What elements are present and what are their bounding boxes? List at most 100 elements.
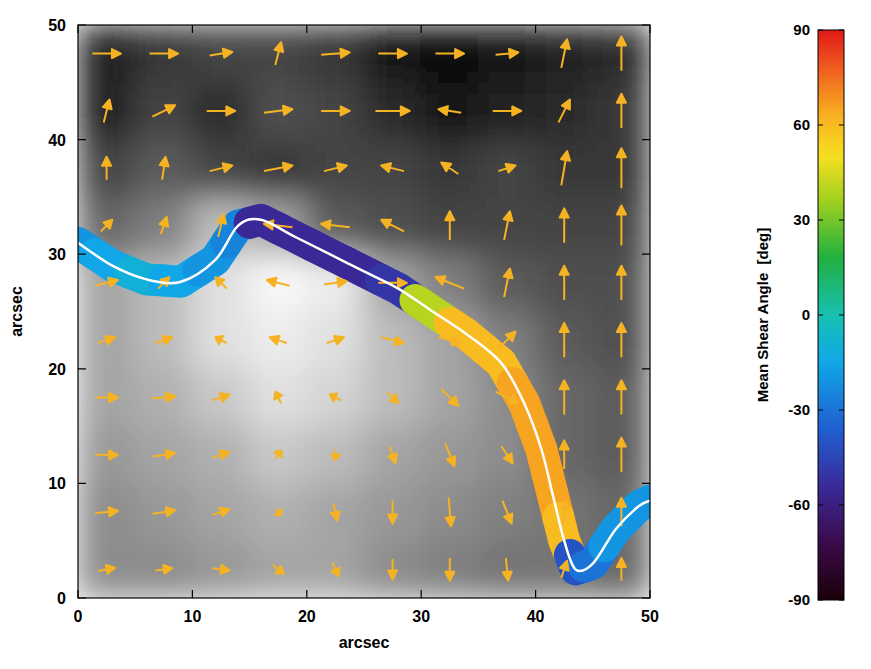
vector-arrow: [327, 336, 344, 345]
magnetogram-cell: [78, 426, 136, 484]
vector-arrow: [496, 49, 519, 58]
vector-arrow: [560, 501, 569, 524]
vector-arrow: [617, 37, 626, 71]
vector-arrow: [215, 336, 226, 344]
vector-arrow: [330, 393, 341, 401]
magnetogram-cell: [592, 311, 650, 369]
vector-arrow: [212, 451, 229, 460]
colorbar-tick-label: 90: [793, 21, 810, 38]
y-tick: [78, 24, 650, 25]
magnetogram-cell: [78, 311, 136, 369]
magnetogram-cell: [306, 426, 364, 484]
vector-arrow: [504, 269, 513, 298]
colorbar-tick: [818, 315, 844, 316]
magnetogram-cell: [78, 540, 136, 598]
vector-arrow: [331, 563, 339, 577]
vector-arrow: [617, 94, 626, 128]
vector-arrow: [215, 277, 226, 289]
magnetogram-cell: [364, 25, 422, 83]
vector-arrow: [160, 157, 169, 180]
vector-arrow: [560, 561, 569, 578]
magnetogram-cell: [135, 311, 193, 369]
colorbar-tick-label: -60: [788, 496, 810, 513]
magnetogram-cell: [364, 368, 422, 426]
y-tick-label: 50: [48, 17, 66, 34]
colorbar-tick: [818, 125, 844, 126]
magnetogram-cell: [478, 540, 536, 598]
magnetogram-cell: [192, 368, 250, 426]
vector-arrow: [155, 565, 172, 574]
y-tick-label: 40: [48, 132, 66, 149]
magnetogram-cell: [535, 139, 593, 197]
vector-arrow: [321, 106, 350, 115]
vector-arrow: [446, 498, 455, 527]
colorbar-tick-label: -30: [788, 401, 810, 418]
plot-area: [78, 25, 650, 598]
vector-arrow: [504, 211, 513, 240]
colorbar-tick-label: 60: [793, 116, 810, 133]
vector-arrow: [445, 443, 455, 466]
vector-arrow: [617, 148, 626, 188]
vector-arrow: [388, 501, 397, 524]
magnetogram-cell: [78, 139, 136, 197]
vector-arrow: [560, 208, 569, 242]
magnetogram-cell: [421, 82, 479, 140]
magnetogram-cell: [135, 426, 193, 484]
colorbar-tick: [818, 600, 844, 601]
vector-arrow: [152, 507, 175, 516]
magnetogram-cell: [592, 196, 650, 254]
magnetogram-cell: [192, 25, 250, 83]
vector-arrow: [436, 49, 465, 58]
magnetogram-cell: [249, 311, 307, 369]
magnetogram-cell: [535, 25, 593, 83]
magnetogram-cell: [306, 311, 364, 369]
x-tick: [535, 25, 536, 598]
magnetogram-cell: [592, 139, 650, 197]
vector-arrow: [324, 163, 347, 172]
vector-arrow: [381, 163, 404, 172]
vector-arrow: [438, 106, 461, 115]
vector-arrow: [502, 501, 512, 524]
magnetogram-cell: [306, 483, 364, 541]
vector-arrow: [274, 392, 282, 404]
magnetogram-cell: [478, 483, 536, 541]
magnetogram-cell: [78, 368, 136, 426]
magnetogram-cell: [78, 25, 136, 83]
magnetogram-cell: [78, 483, 136, 541]
vector-arrow: [560, 323, 569, 357]
x-tick: [77, 25, 78, 598]
y-tick: [78, 368, 650, 369]
magnetogram-cell: [421, 426, 479, 484]
vector-arrow: [375, 106, 409, 115]
magnetogram: [78, 25, 650, 598]
vector-arrow: [207, 106, 236, 115]
magnetogram-cell: [421, 368, 479, 426]
vector-arrow: [617, 438, 626, 472]
vector-arrow: [381, 337, 404, 346]
magnetogram-cell: [592, 368, 650, 426]
magnetogram-cell: [364, 139, 422, 197]
magnetogram-cell: [592, 25, 650, 83]
colorbar-tick: [818, 220, 844, 221]
colorbar-title: Mean Shear Angle [deg]: [754, 228, 771, 402]
vector-arrow: [212, 393, 229, 402]
vector-arrow: [270, 336, 287, 345]
vector-arrow: [210, 49, 233, 58]
vector-arrow: [321, 49, 350, 58]
magnetogram-cell: [478, 82, 536, 140]
vector-arrow: [445, 211, 454, 240]
vector-arrow: [503, 558, 512, 581]
magnetogram-cell: [535, 254, 593, 312]
vector-arrow: [324, 278, 347, 287]
magnetogram-cell: [192, 540, 250, 598]
vector-arrow: [496, 392, 519, 404]
magnetogram-cell: [478, 139, 536, 197]
x-tick-label: 30: [412, 608, 430, 625]
x-tick-label: 0: [74, 608, 83, 625]
magnetogram-cell: [592, 254, 650, 312]
y-tick-label: 0: [57, 590, 66, 607]
vector-arrow: [617, 323, 626, 357]
magnetogram-cell: [135, 139, 193, 197]
vector-field: [92, 37, 626, 581]
vector-arrow: [98, 565, 115, 574]
